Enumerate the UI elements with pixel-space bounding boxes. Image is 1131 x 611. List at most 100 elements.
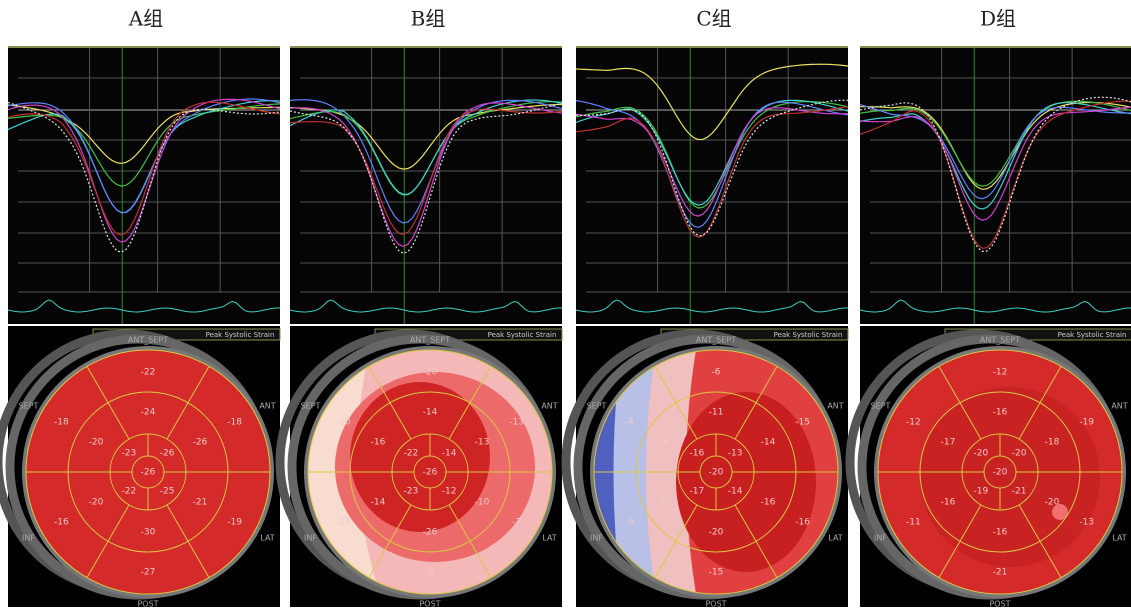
segment-value: -10 (475, 498, 490, 508)
strain-plot (860, 46, 1131, 324)
zone (920, 387, 1100, 567)
segment-value: -24 (141, 408, 156, 418)
segment-value: -18 (1045, 438, 1060, 448)
segment-value: -16 (993, 528, 1008, 538)
segment-name: SEPT (871, 402, 891, 411)
segment-value: -23 (404, 487, 419, 497)
segment-value: -16 (54, 518, 69, 528)
segment-value: -15 (795, 418, 810, 428)
segment-name: LAT (828, 534, 842, 543)
segment-value: -26 (160, 448, 175, 458)
segment-value: -26 (423, 528, 438, 538)
segment-value: -16 (993, 408, 1008, 418)
segment-value: -14 (761, 438, 776, 448)
segment-value: -7 (512, 518, 521, 528)
segment-value: -17 (941, 438, 956, 448)
segment-value: -16 (761, 498, 776, 508)
segment-name: LAT (542, 534, 556, 543)
panel: C组 Peak Systolic Strain -6 -11 ANT_SEPT -15 -1… (566, 7, 848, 608)
footer-label: Peak Systolic Strain (488, 331, 557, 339)
segment-value: -21 (993, 568, 1008, 578)
segment-name: INF (874, 534, 887, 543)
segment-value: -20 (89, 438, 104, 448)
segment-name: LAT (1112, 534, 1126, 543)
segment-value: -20 (1045, 498, 1060, 508)
segment-value: -16 (795, 518, 810, 528)
panel-title: A组 (128, 7, 163, 31)
segment-value: -16 (941, 498, 956, 508)
segment-name: ANT_SEPT (696, 336, 736, 345)
segment-value: -21 (193, 498, 208, 508)
segment-value: -18 (54, 418, 69, 428)
panel-title: C组 (696, 7, 731, 31)
segment-name: ANT (259, 402, 275, 411)
segment-value: -13 (509, 418, 524, 428)
segment-name: ANT_SEPT (128, 336, 168, 345)
segment-value: -26 (193, 438, 208, 448)
segment-value: -22 (141, 368, 156, 378)
segment-value: -12 (906, 418, 921, 428)
segment-name: POST (137, 600, 158, 608)
segment-name: POST (989, 600, 1010, 608)
segment-value: -19 (1079, 418, 1094, 428)
segment-value: -20 (1012, 448, 1027, 458)
segment-name: ANT_SEPT (410, 336, 450, 345)
segment-value: -13 (728, 448, 743, 458)
segment-value: -13 (1079, 518, 1094, 528)
segment-value: -20 (709, 528, 724, 538)
segment-value: -9 (625, 518, 634, 528)
segment-value: -12 (442, 487, 457, 497)
panel: B组 Peak Systolic Strain -20 -14 ANT_SEPT -13 -… (280, 7, 562, 608)
segment-value: -16 (690, 448, 705, 458)
segment-value: -21 (1012, 487, 1027, 497)
segment-value: -16 (371, 438, 386, 448)
footer-label: Peak Systolic Strain (774, 331, 843, 339)
strain-plot (576, 46, 848, 324)
segment-value: -9 (426, 568, 435, 578)
segment-value: -11 (709, 408, 724, 418)
segment-value: -19 (227, 518, 242, 528)
segment-name: SEPT (587, 402, 607, 411)
segment-value: -10 (336, 418, 351, 428)
segment-name: POST (705, 600, 726, 608)
segment-value: -14 (728, 487, 743, 497)
segment-value: -20 (89, 498, 104, 508)
segment-value: -14 (371, 498, 386, 508)
segment-value: -19 (974, 487, 989, 497)
segment-value: -18 (227, 418, 242, 428)
segment-value: -14 (442, 448, 457, 458)
segment-name: SEPT (301, 402, 321, 411)
segment-name: ANT (541, 402, 557, 411)
segment-value: -11 (336, 518, 351, 528)
segment-value: -6 (712, 368, 721, 378)
segment-name: ANT (1111, 402, 1127, 411)
panel-title: B组 (411, 7, 446, 31)
segment-value: -10 (657, 498, 672, 508)
segment-value: -20 (974, 448, 989, 458)
segment-value: -20 (993, 468, 1008, 478)
segment-name: POST (419, 600, 440, 608)
segment-value: -17 (690, 487, 705, 497)
segment-value: -15 (709, 568, 724, 578)
figure: A组 Peak Systolic Strain -22 -24 ANT_SEPT -18 -… (0, 0, 1131, 607)
panel-title: D组 (980, 7, 1016, 31)
segment-value: -26 (423, 468, 438, 478)
segment-value: -20 (709, 468, 724, 478)
segment-value: -14 (423, 408, 438, 418)
segment-value: -20 (423, 368, 438, 378)
segment-name: INF (304, 534, 317, 543)
segment-name: INF (590, 534, 603, 543)
segment-value: -11 (906, 518, 921, 528)
segment-value: -22 (404, 448, 419, 458)
segment-value: -27 (141, 568, 156, 578)
segment-value: -12 (993, 368, 1008, 378)
segment-value: -23 (122, 448, 137, 458)
segment-value: -13 (475, 438, 490, 448)
segment-value: -25 (160, 487, 175, 497)
footer-label: Peak Systolic Strain (1058, 331, 1127, 339)
segment-name: ANT_SEPT (980, 336, 1020, 345)
segment-value: -26 (141, 468, 156, 478)
segment-name: INF (22, 534, 35, 543)
